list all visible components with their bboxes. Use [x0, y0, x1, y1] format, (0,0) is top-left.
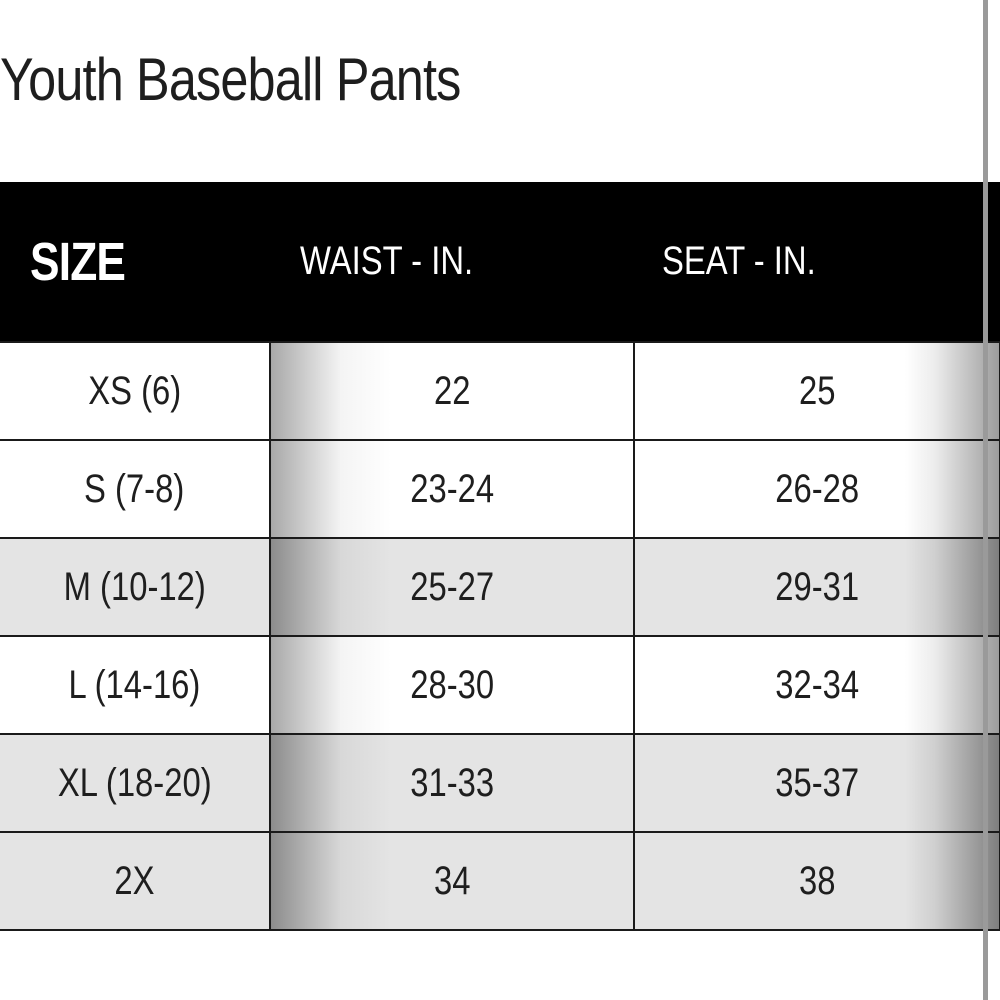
cell-seat: 35-37	[633, 733, 1000, 833]
table-row: XS (6) 22 25	[0, 341, 1000, 441]
table-row: L (14-16) 28-30 32-34	[0, 635, 1000, 735]
header-size: SIZE	[30, 231, 126, 292]
size-chart-table: SIZE WAIST - IN. SEAT - IN. XS (6) 22 25…	[0, 182, 1000, 931]
cell-waist: 31-33	[269, 733, 635, 833]
cell-waist: 25-27	[269, 537, 635, 637]
cell-seat: 38	[633, 831, 1000, 931]
cell-seat: 29-31	[633, 537, 1000, 637]
table-row: S (7-8) 23-24 26-28	[0, 439, 1000, 539]
cell-size: L (14-16)	[0, 635, 271, 735]
header-seat: SEAT - IN.	[662, 239, 816, 283]
cell-waist: 23-24	[269, 439, 635, 539]
table-row: M (10-12) 25-27 29-31	[0, 537, 1000, 637]
table-row: 2X 34 38	[0, 831, 1000, 931]
scrollbar[interactable]	[983, 0, 988, 1000]
cell-size: S (7-8)	[0, 439, 271, 539]
table-header-row: SIZE WAIST - IN. SEAT - IN.	[0, 182, 1000, 342]
page-title: Youth Baseball Pants	[0, 46, 461, 113]
header-waist: WAIST - IN.	[300, 239, 474, 283]
cell-size: 2X	[0, 831, 271, 931]
cell-seat: 32-34	[633, 635, 1000, 735]
table-row: XL (18-20) 31-33 35-37	[0, 733, 1000, 833]
cell-size: M (10-12)	[0, 537, 271, 637]
cell-seat: 25	[633, 341, 1000, 441]
cell-size: XL (18-20)	[0, 733, 271, 833]
cell-waist: 34	[269, 831, 635, 931]
cell-seat: 26-28	[633, 439, 1000, 539]
cell-size: XS (6)	[0, 341, 271, 441]
cell-waist: 28-30	[269, 635, 635, 735]
cell-waist: 22	[269, 341, 635, 441]
